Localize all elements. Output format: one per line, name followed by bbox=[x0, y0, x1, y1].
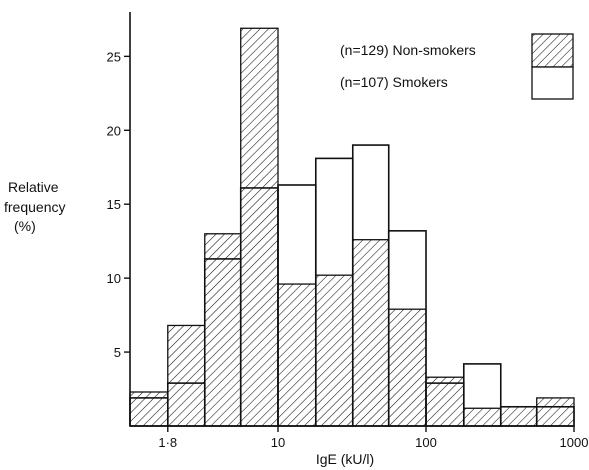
legend-swatch-non-smokers bbox=[531, 33, 574, 68]
bar-non-smokers-0 bbox=[129, 391, 169, 427]
bar-non-smokers-4 bbox=[277, 283, 317, 427]
x-tick-label-3: 1000 bbox=[560, 435, 589, 450]
bar-non-smokers-2 bbox=[204, 233, 242, 427]
y-axis-title-line-0: Relative bbox=[8, 179, 59, 195]
bar-non-smokers-9 bbox=[463, 407, 502, 427]
axes-layer: 5 10 15 20 25 1·8 10 100 1000 bbox=[107, 12, 589, 450]
legend-swatch-smokers bbox=[531, 66, 574, 100]
y-tick-label-0: 5 bbox=[114, 345, 121, 360]
bar-non-smokers-3 bbox=[240, 27, 279, 427]
legend-label-smokers: (n=107) Smokers bbox=[340, 74, 448, 90]
bar-non-smokers-8 bbox=[425, 376, 465, 427]
bar-non-smokers-7 bbox=[388, 308, 427, 427]
bar-non-smokers-10 bbox=[500, 406, 538, 427]
bars-layer bbox=[129, 27, 575, 427]
y-axis-title-line-2: (%) bbox=[14, 218, 36, 234]
x-tick-label-0: 1·8 bbox=[158, 435, 177, 450]
bar-non-smokers-6 bbox=[352, 239, 390, 427]
x-axis-title: IgE (kU/l) bbox=[316, 451, 374, 467]
labels-layer: IgE (kU/l) Relative frequency (%) bbox=[4, 179, 374, 467]
legend: (n=129) Non-smokers (n=107) Smokers bbox=[340, 33, 574, 100]
y-tick-label-3: 20 bbox=[107, 123, 121, 138]
bar-non-smokers-5 bbox=[315, 274, 354, 427]
y-tick-label-2: 15 bbox=[107, 197, 121, 212]
bar-non-smokers-1 bbox=[167, 324, 206, 427]
legend-label-non-smokers: (n=129) Non-smokers bbox=[340, 42, 476, 58]
x-tick-label-1: 10 bbox=[271, 435, 285, 450]
y-tick-label-4: 25 bbox=[107, 49, 121, 64]
y-tick-label-1: 10 bbox=[107, 271, 121, 286]
y-axis-title-line-1: frequency bbox=[4, 199, 65, 215]
bar-non-smokers-11 bbox=[536, 397, 575, 427]
x-tick-label-2: 100 bbox=[415, 435, 437, 450]
